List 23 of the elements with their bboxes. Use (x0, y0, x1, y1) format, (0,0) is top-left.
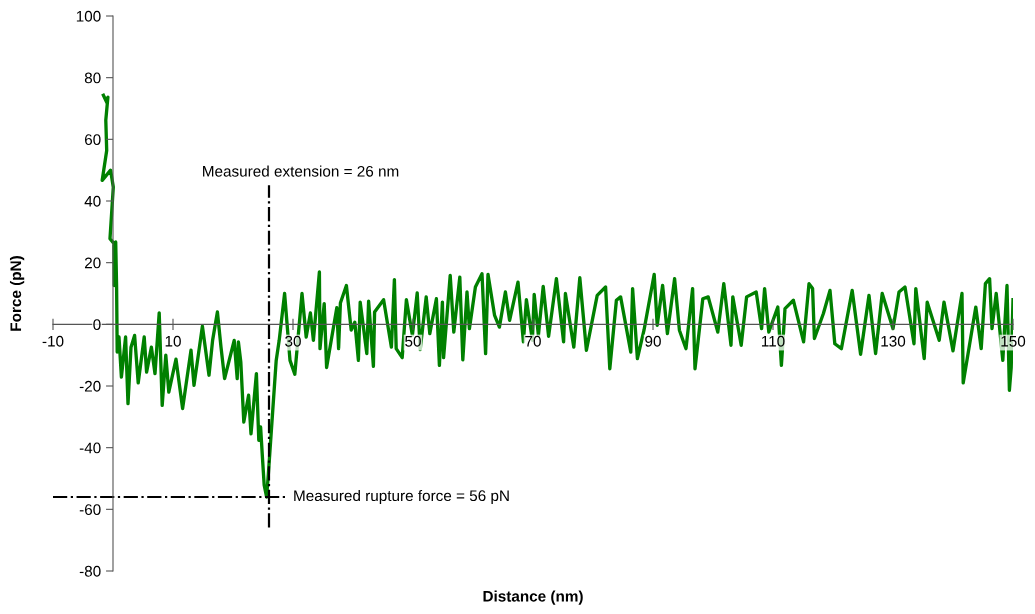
y-tick-label: -60 (79, 504, 101, 516)
y-tick-label: 20 (84, 257, 101, 269)
x-tick-label: -10 (42, 335, 64, 347)
x-tick-label: 90 (645, 335, 661, 347)
x-tick-label: 130 (881, 335, 906, 347)
x-tick-label: 10 (165, 335, 181, 347)
x-tick-label: 50 (405, 335, 421, 347)
y-tick-label: 100 (76, 10, 101, 22)
x-tick-label: 150 (1001, 335, 1026, 347)
annotation: Measured rupture force = 56 pN (294, 489, 509, 505)
y-axis-title: Force (pN) (9, 256, 25, 331)
annotation: Measured extension = 26 nm (203, 165, 399, 177)
y-tick-label: 80 (84, 72, 101, 84)
y-tick-label: 60 (84, 134, 101, 146)
y-tick-label: -80 (79, 565, 101, 577)
x-axis-title: Distance (nm) (483, 590, 583, 605)
x-tick-label: 30 (285, 335, 301, 347)
y-tick-label: -40 (79, 442, 101, 454)
x-tick-label: 70 (525, 335, 541, 347)
y-tick-label: 0 (93, 319, 101, 331)
x-tick-label: 110 (761, 335, 785, 347)
y-tick-label: 40 (84, 195, 101, 207)
y-tick-label: -20 (79, 380, 101, 392)
